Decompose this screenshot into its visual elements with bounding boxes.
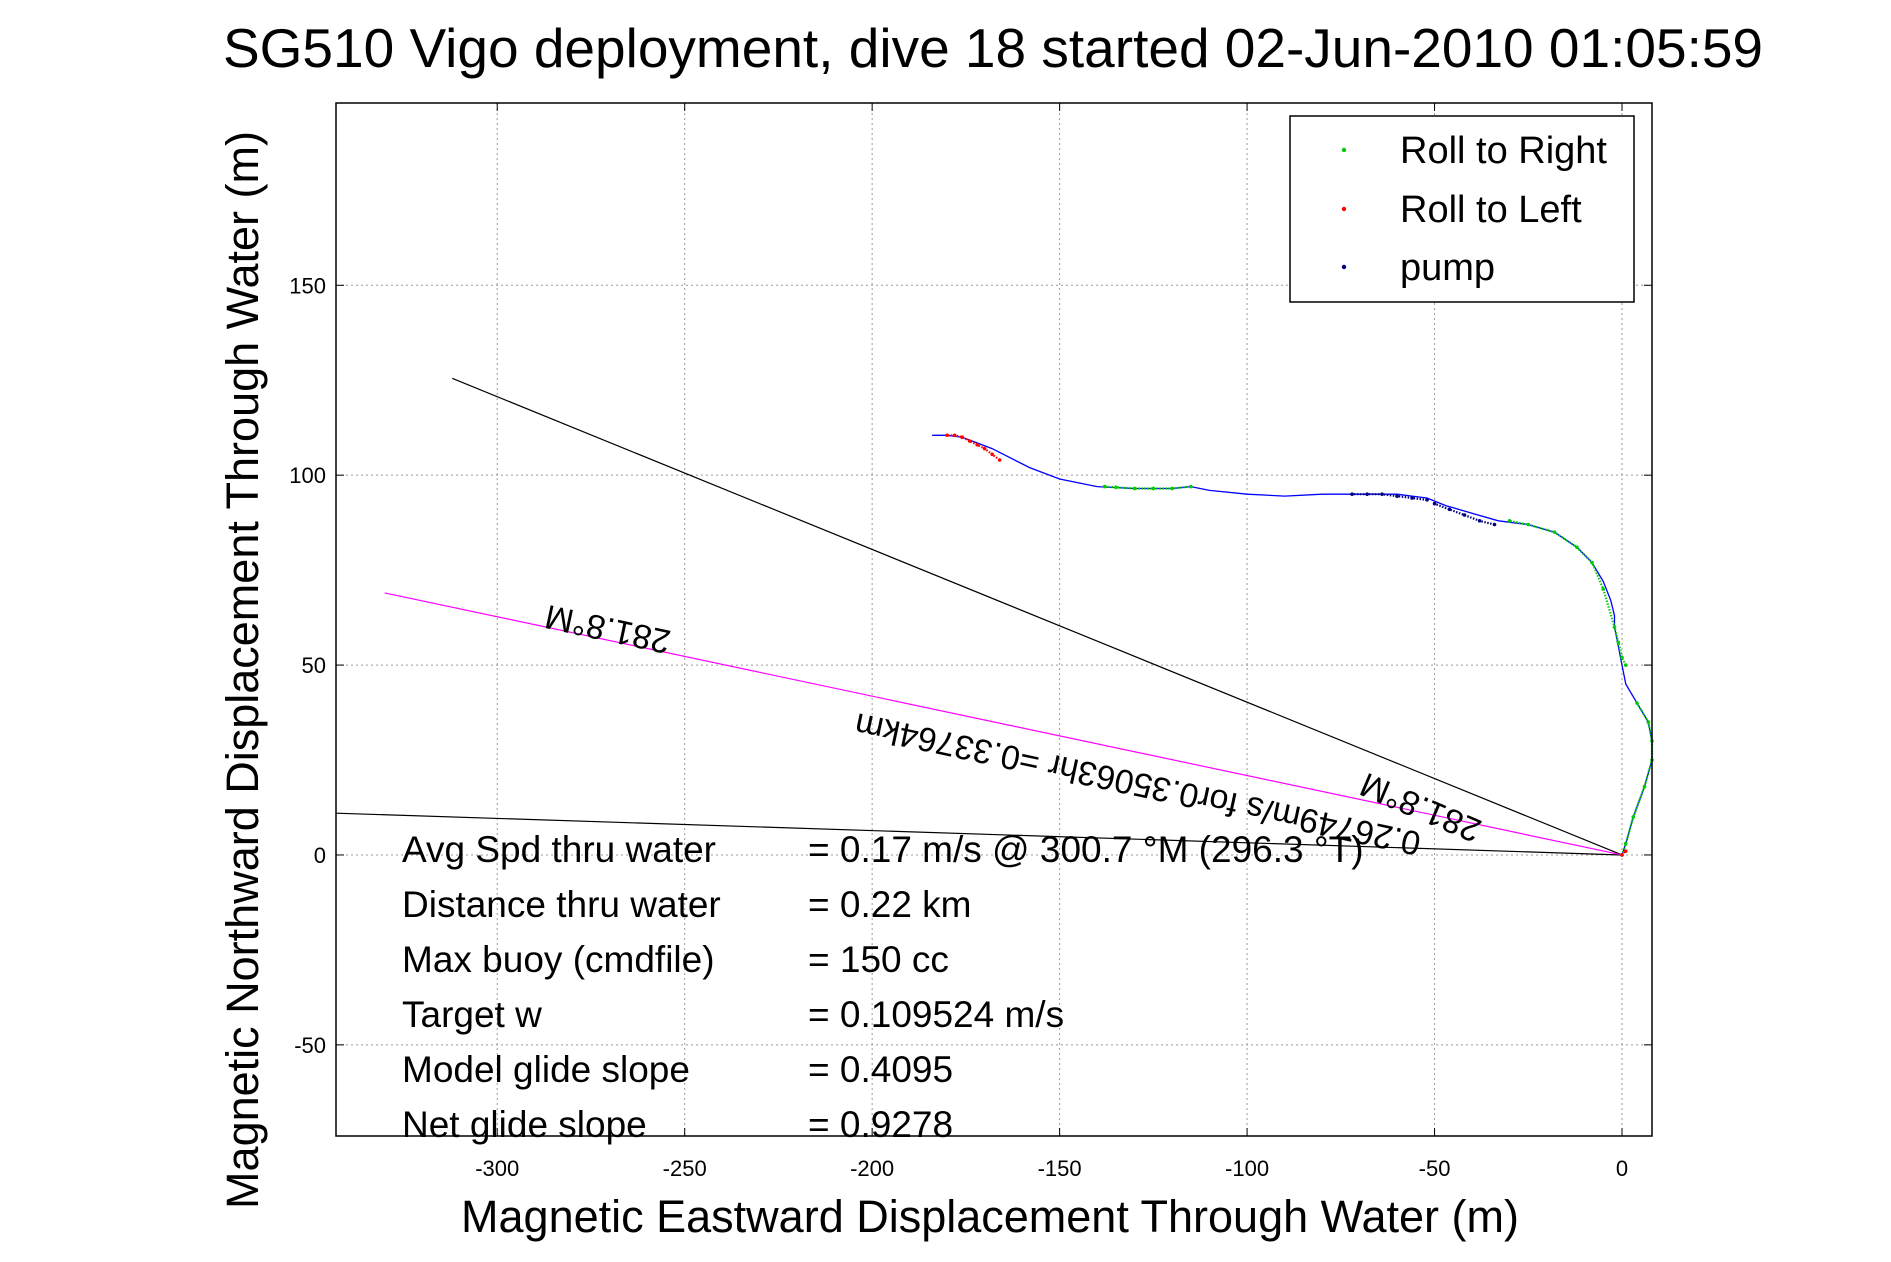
stat-label-model-glide: Model glide slope xyxy=(402,1049,690,1090)
stat-label-avg-speed: Avg Spd thru water xyxy=(402,829,716,870)
magenta-line xyxy=(384,592,1623,856)
roll-to-right-point xyxy=(1132,486,1137,491)
pump-point xyxy=(1462,513,1467,517)
roll-to-right-point xyxy=(1102,484,1107,489)
x-tick-label: -200 xyxy=(850,1156,894,1181)
x-tick-label: -50 xyxy=(1419,1156,1451,1181)
pump-point xyxy=(1380,492,1384,496)
legend-label-pump: pump xyxy=(1400,247,1495,289)
stat-label-distance: Distance thru water xyxy=(402,884,721,925)
pump-point xyxy=(1447,507,1452,512)
x-tick-label: -300 xyxy=(475,1156,519,1181)
roll-to-right-point xyxy=(1642,784,1647,789)
y-axis-label: Magnetic Northward Displacement Through … xyxy=(217,131,268,1209)
roll-to-left-point xyxy=(967,439,972,443)
roll-to-left-segment xyxy=(947,434,1001,461)
roll-to-left-point xyxy=(997,458,1002,462)
x-tick-label: -150 xyxy=(1038,1156,1082,1181)
stat-value-avg-speed: = 0.17 m/s @ 300.7 °M (296.3 °T) xyxy=(808,829,1364,870)
y-tick-label: 150 xyxy=(289,273,326,298)
legend: Roll to Right Roll to Left pump xyxy=(1289,115,1635,303)
roll-to-right-point xyxy=(1552,530,1557,534)
pump-point xyxy=(1410,496,1414,500)
roll-to-right-point xyxy=(1526,522,1531,527)
pump-point xyxy=(1477,518,1482,523)
roll-to-right-point xyxy=(1170,486,1174,491)
roll-to-left-point xyxy=(960,435,964,440)
roll-to-left-point xyxy=(1620,853,1624,857)
legend-marker-pump xyxy=(1341,264,1347,270)
roll-to-right-point xyxy=(1623,841,1628,846)
stat-value-net-glide: = 0.9278 xyxy=(808,1104,953,1145)
axis-ticks: -300 -250 -200 -150 -100 -50 0 -50 0 50 100 150 xyxy=(289,103,1652,1181)
roll-to-right-point xyxy=(1612,625,1617,629)
pump-segment xyxy=(1352,493,1428,501)
roll-to-right-point xyxy=(1575,545,1579,550)
pump-point xyxy=(1492,522,1497,527)
roll-to-right-point xyxy=(1620,655,1624,660)
roll-to-left-point xyxy=(975,443,979,447)
roll-to-right-segment xyxy=(1104,485,1191,490)
stats-block: Avg Spd thru water = 0.17 m/s @ 300.7 °M… xyxy=(402,829,1364,1145)
roll-to-right-point xyxy=(1151,486,1156,491)
reference-lines xyxy=(335,377,1623,856)
roll-to-right-point xyxy=(1189,484,1193,489)
x-tick-label: -250 xyxy=(663,1156,707,1181)
roll-to-right-point xyxy=(1631,815,1636,819)
x-tick-label: 0 xyxy=(1616,1156,1628,1181)
stat-value-max-buoy: = 150 cc xyxy=(808,939,949,980)
roll-to-right-segment xyxy=(1509,519,1627,666)
roll-to-right-point xyxy=(1601,587,1606,591)
roll-to-left-point xyxy=(945,433,949,438)
legend-label-roll-right: Roll to Right xyxy=(1400,130,1607,172)
legend-marker-roll-left xyxy=(1341,206,1347,212)
stat-value-distance: = 0.22 km xyxy=(808,884,972,925)
roll-to-right-point xyxy=(1623,663,1628,667)
stat-label-max-buoy: Max buoy (cmdfile) xyxy=(402,939,715,980)
roll-to-right-point xyxy=(1635,701,1639,705)
x-tick-label: -100 xyxy=(1225,1156,1269,1181)
roll-to-right-point xyxy=(1646,720,1651,724)
roll-to-left-point xyxy=(952,433,957,438)
series-layer xyxy=(932,433,1654,857)
x-axis-label: Magnetic Eastward Displacement Through W… xyxy=(461,1191,1519,1242)
pump-point xyxy=(1395,494,1399,498)
roll-to-left-point xyxy=(982,446,987,451)
stat-value-target-w: = 0.109524 m/s xyxy=(808,994,1064,1035)
pump-point xyxy=(1425,498,1429,502)
stat-value-model-glide: = 0.4095 xyxy=(808,1049,953,1090)
chart-title: SG510 Vigo deployment, dive 18 started 0… xyxy=(223,17,1763,79)
plot-frame xyxy=(335,102,1653,1137)
stat-label-target-w: Target w xyxy=(402,994,542,1035)
roll-to-right-point xyxy=(1616,640,1621,645)
black-line-2 xyxy=(335,812,1623,856)
legend-marker-roll-right xyxy=(1341,147,1347,153)
roll-to-right-point xyxy=(1590,560,1594,565)
roll-to-right-point xyxy=(1114,485,1118,490)
stat-label-net-glide: Net glide slope xyxy=(402,1104,647,1145)
y-tick-label: 0 xyxy=(314,843,326,868)
legend-box xyxy=(1289,115,1635,303)
y-tick-label: 50 xyxy=(302,653,326,678)
roll-to-left-point xyxy=(1623,849,1628,853)
y-tick-label: -50 xyxy=(294,1033,326,1058)
legend-label-roll-left: Roll to Left xyxy=(1400,189,1582,231)
y-tick-label: 100 xyxy=(289,463,326,488)
roll-to-right-point xyxy=(1507,518,1512,523)
pump-point xyxy=(1432,501,1437,506)
pump-segment xyxy=(1434,502,1495,526)
pump-point xyxy=(1365,492,1369,496)
pump-point xyxy=(1350,492,1354,496)
roll-to-left-point xyxy=(990,452,994,457)
black-line-1 xyxy=(452,377,1623,856)
